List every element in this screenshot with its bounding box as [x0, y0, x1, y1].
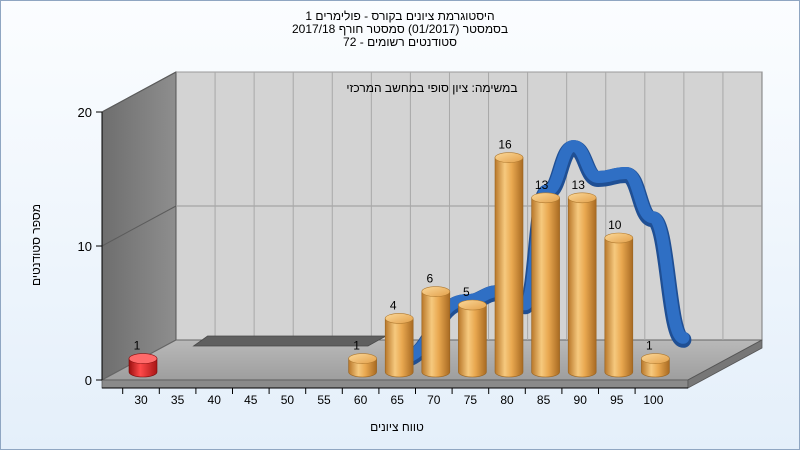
- bar-value-label: 16: [498, 138, 512, 152]
- bar-value-label: 13: [535, 178, 549, 192]
- x-tick-label: 70: [427, 393, 441, 407]
- chart-title-line-1: היסטוגרמת ציונים בקורס - פולימרים 1: [305, 9, 495, 23]
- x-tick-label: 60: [354, 393, 368, 407]
- bar-body: [531, 197, 560, 378]
- bar-75: 5: [458, 285, 487, 378]
- bar-top: [384, 313, 414, 324]
- bar-80: 16: [494, 138, 524, 378]
- bar-body: [567, 197, 597, 378]
- bar-85: 13: [531, 178, 560, 378]
- floor-right-edge: [687, 339, 763, 389]
- bar-body: [604, 237, 634, 378]
- x-tick-label: 55: [317, 393, 331, 407]
- bar-top: [458, 299, 487, 311]
- bar-top: [421, 286, 451, 297]
- bar-top: [348, 353, 377, 364]
- y-tick-label: 10: [78, 239, 92, 254]
- x-tick-label: 100: [643, 393, 663, 407]
- bars: 1 1 4 6 5 16 13 13 10 1: [128, 138, 670, 378]
- chart-title-line-3: סטודנטים רשומים - 72: [343, 35, 457, 49]
- bar-value-label: 1: [646, 339, 653, 353]
- bar-value-label: 1: [353, 339, 360, 353]
- bar-value-label: 6: [426, 272, 433, 286]
- curve-line: [394, 140, 690, 364]
- x-tick-label: 45: [244, 393, 258, 407]
- bar-top: [641, 353, 670, 364]
- distribution-curve: [392, 140, 692, 368]
- x-tick-label: 90: [574, 393, 588, 407]
- x-tick-label: 80: [500, 393, 514, 407]
- bar-30: 1: [128, 339, 158, 378]
- x-tick-label: 40: [208, 393, 222, 407]
- zero-bar-strip: [192, 335, 388, 347]
- bar-top: [128, 353, 158, 364]
- bar-body: [384, 318, 414, 378]
- bar-body: [421, 291, 451, 378]
- bar-70: 6: [421, 272, 451, 378]
- x-tick-label: 30: [134, 393, 148, 407]
- bar-top: [567, 192, 597, 204]
- bar-65: 4: [384, 298, 414, 378]
- x-tick-label: 85: [537, 393, 551, 407]
- bar-90: 13: [567, 178, 597, 378]
- bar-body: [458, 304, 487, 378]
- chart-title-line-2: בסמסטר (01/2017) סמסטר חורף 2017/18: [291, 22, 509, 36]
- x-tick-label: 95: [610, 393, 624, 407]
- bar-95: 10: [604, 218, 634, 378]
- grid-line-side: [101, 205, 177, 247]
- x-tick-label: 75: [464, 393, 478, 407]
- chart-titles: היסטוגרמת ציונים בקורס - פולימרים 1 בסמס…: [0, 10, 800, 49]
- chart-annotation: במשימה: ציון סופי במחשב המרכזי: [346, 81, 517, 95]
- bar-value-label: 1: [134, 339, 141, 353]
- bar-value-label: 4: [390, 298, 397, 312]
- bar-100: 1: [641, 339, 670, 378]
- bar-top: [494, 152, 524, 163]
- bar-60: 1: [348, 339, 377, 378]
- x-axis-label: טווח ציונים: [370, 420, 424, 434]
- x-tick-label: 35: [171, 393, 185, 407]
- bar-value-label: 5: [463, 285, 470, 299]
- y-tick-label: 20: [78, 105, 92, 120]
- y-axis-label: מספר סטודנטים: [29, 203, 43, 287]
- y-tick-label: 0: [85, 373, 92, 388]
- x-tick-label: 65: [391, 393, 405, 407]
- bar-top: [604, 232, 634, 244]
- bar-value-label: 13: [572, 178, 586, 192]
- bar-value-label: 10: [608, 218, 622, 232]
- floor-front-edge: [101, 379, 689, 389]
- bar-top: [531, 192, 560, 204]
- zero-strip: [192, 335, 388, 347]
- grid-line-side: [101, 71, 177, 113]
- x-tick-label: 50: [281, 393, 295, 407]
- bar-body: [494, 157, 524, 378]
